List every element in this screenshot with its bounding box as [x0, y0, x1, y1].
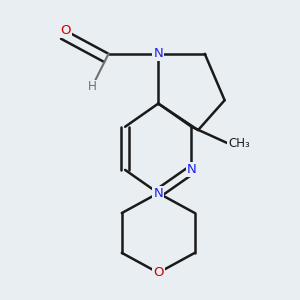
Text: CH₃: CH₃	[228, 137, 250, 150]
Text: H: H	[88, 80, 96, 94]
Text: N: N	[153, 187, 163, 200]
Text: O: O	[60, 24, 70, 37]
Text: N: N	[153, 47, 163, 60]
Text: N: N	[187, 164, 196, 176]
Text: O: O	[153, 266, 164, 279]
